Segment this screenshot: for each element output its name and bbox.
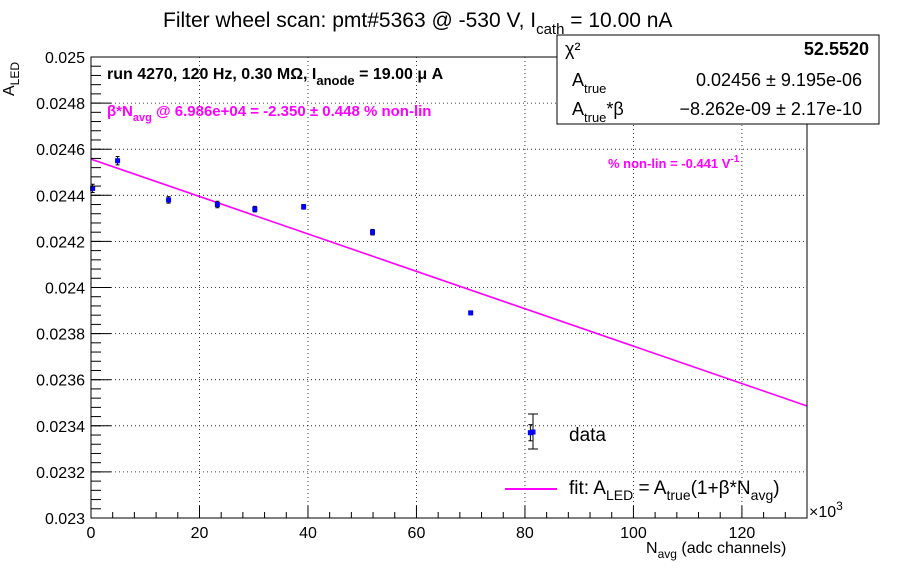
data-point-marker xyxy=(214,202,220,208)
y-tick-label: 0.0236 xyxy=(36,373,85,390)
stats-box-frame xyxy=(556,34,880,125)
data-point-marker xyxy=(166,197,172,203)
x-exponent-label: ×103 xyxy=(809,499,843,521)
y-tick-label: 0.0232 xyxy=(36,465,85,482)
stats-chi2-value: 52.5520 xyxy=(804,39,869,59)
fit-layer xyxy=(90,158,808,407)
stats-atb-value: −8.262e-09 ± 2.17e-10 xyxy=(679,99,862,119)
data-point-marker xyxy=(90,185,96,191)
y-tick-label: 0.024 xyxy=(45,281,85,298)
beta-annotation: β*Navg @ 6.986e+04 = -2.350 ± 0.448 % no… xyxy=(107,103,431,124)
x-axis-label: Navg (adc channels) xyxy=(646,540,786,561)
points-layer xyxy=(90,156,533,442)
y-tick-label: 0.0248 xyxy=(36,96,85,113)
nonlin-annotation: % non-lin = -0.441 V-1 xyxy=(608,154,740,171)
y-axis-label: ALED xyxy=(1,62,22,96)
run-annotation: run 4270, 120 Hz, 0.30 MΩ, Ianode = 19.0… xyxy=(107,66,444,88)
data-point-marker xyxy=(115,158,121,164)
stats-atb-label: Atrue*β xyxy=(572,99,624,125)
stats-atrue-label: Atrue xyxy=(572,70,606,96)
y-tick-label: 0.0244 xyxy=(36,188,85,205)
stats-atrue-value: 0.02456 ± 9.195e-06 xyxy=(696,70,862,90)
y-tick-label: 0.023 xyxy=(45,511,85,528)
y-tick-label: 0.0246 xyxy=(36,142,85,159)
data-point xyxy=(370,228,376,236)
data-point xyxy=(527,424,533,442)
data-point-marker xyxy=(301,204,307,210)
tick-labels-layer: 0 20 40 60 80 100 120 0.023 0.0232 0.0234 0.0236 0.… xyxy=(36,50,755,542)
legend-data-marker xyxy=(528,413,538,450)
x-tick-label: 100 xyxy=(620,525,647,542)
x-tick-label: 40 xyxy=(299,525,317,542)
x-tick-label: 60 xyxy=(408,525,426,542)
y-tick-label: 0.0242 xyxy=(36,234,85,251)
x-tick-label: 20 xyxy=(191,525,209,542)
data-point xyxy=(468,310,474,316)
data-point-marker xyxy=(468,310,474,316)
y-tick-label: 0.0238 xyxy=(36,327,85,344)
data-point xyxy=(252,205,258,213)
legend-fit-label: fit: ALED = Atrue(1+β*Navg) xyxy=(569,478,780,503)
stats-box: χ² 52.5520 Atrue 0.02456 ± 9.195e-06 Atr… xyxy=(556,34,880,125)
ticks-layer xyxy=(90,56,808,519)
x-tick-label: 0 xyxy=(87,525,96,542)
data-point-marker xyxy=(252,206,258,212)
data-point xyxy=(166,196,172,204)
data-point-marker xyxy=(527,430,533,436)
fit-line xyxy=(90,158,808,407)
stats-chi2-label: χ² xyxy=(565,39,580,59)
y-tick-label: 0.0234 xyxy=(36,419,85,436)
data-point xyxy=(214,200,220,209)
data-point xyxy=(115,156,121,166)
x-tick-label: 80 xyxy=(516,525,534,542)
data-point-marker xyxy=(370,229,376,235)
y-tick-label: 0.025 xyxy=(45,50,85,67)
grid-layer xyxy=(91,57,807,518)
x-tick-label: 120 xyxy=(729,525,756,542)
legend: data fit: ALED = Atrue(1+β*Navg) xyxy=(505,413,780,503)
legend-data-label: data xyxy=(569,425,606,446)
chart-title: Filter wheel scan: pmt#5363 @ -530 V, Ic… xyxy=(163,9,672,38)
data-point xyxy=(301,204,307,210)
